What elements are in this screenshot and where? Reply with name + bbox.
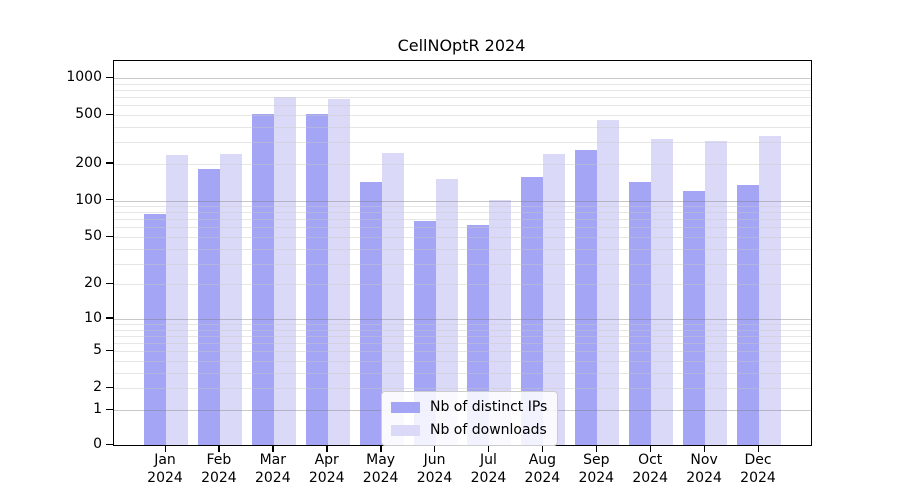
y-axis-tick (106, 76, 113, 78)
bar-distinct-ips-sep (575, 150, 598, 445)
bar-downloads-mar (273, 97, 296, 445)
bar-downloads-jan (166, 155, 188, 445)
bar-distinct-ips-feb (197, 168, 220, 445)
bar-downloads-apr (327, 99, 350, 445)
y-axis-tick (106, 113, 113, 115)
x-axis-tick (272, 445, 274, 452)
y-tick-label: 0 (93, 436, 102, 452)
y-axis-tick (106, 349, 113, 352)
x-tick-label-nov: Nov 2024 (686, 452, 722, 486)
bar-distinct-ips-aug (521, 177, 544, 445)
x-tick-label-sep: Sep 2024 (578, 452, 615, 486)
y-tick-label: 1000 (66, 69, 102, 86)
x-axis-tick (757, 445, 759, 452)
x-tick-label-aug: Aug 2024 (524, 452, 561, 486)
x-axis-tick (703, 445, 705, 452)
bar-downloads-nov (705, 140, 728, 445)
bar-downloads-may (381, 153, 404, 445)
x-tick-label-may: May 2024 (362, 452, 399, 486)
bar-downloads-dec (759, 135, 781, 445)
bar-distinct-ips-dec (737, 184, 759, 445)
legend-label-downloads: Nb of downloads (430, 422, 547, 438)
legend-swatch-distinct-ips (391, 401, 420, 413)
x-tick-label-jun: Jun 2024 (416, 452, 453, 486)
legend-item-distinct-ips: Nb of distinct IPs (391, 399, 547, 415)
x-tick-label-apr: Apr 2024 (308, 452, 345, 486)
x-axis-tick (487, 445, 490, 452)
x-axis-tick (434, 445, 436, 452)
legend: Nb of distinct IPs Nb of downloads (381, 391, 559, 446)
y-axis-tick (106, 199, 113, 201)
bar-distinct-ips-mar (251, 114, 274, 445)
y-tick-label: 2 (93, 379, 102, 396)
x-axis-tick (218, 445, 220, 452)
bar-distinct-ips-jan (144, 214, 166, 445)
x-axis-tick (326, 445, 328, 452)
bar-downloads-aug (543, 154, 566, 445)
legend-label-distinct-ips: Nb of distinct IPs (430, 399, 548, 415)
x-tick-label-jan: Jan 2024 (147, 452, 183, 486)
bar-downloads-feb (219, 154, 242, 445)
bar-distinct-ips-nov (683, 190, 706, 445)
x-tick-label-oct: Oct 2024 (632, 452, 668, 486)
y-tick-label: 10 (84, 309, 102, 326)
x-axis-tick (380, 445, 382, 452)
x-axis-tick (541, 445, 544, 452)
legend-item-downloads: Nb of downloads (391, 422, 547, 438)
x-tick-label-feb: Feb 2024 (201, 452, 237, 486)
legend-swatch-downloads (391, 424, 420, 436)
bar-distinct-ips-jun (413, 220, 436, 445)
chart-title: CellNOptR 2024 (397, 36, 526, 55)
bar-distinct-ips-jul (467, 224, 490, 445)
bar-distinct-ips-may (359, 181, 382, 445)
y-axis-tick (106, 317, 113, 319)
y-axis-tick (106, 443, 113, 445)
x-tick-label-dec: Dec 2024 (740, 452, 776, 486)
y-tick-label: 20 (84, 275, 102, 292)
y-axis-tick (106, 386, 113, 389)
bar-downloads-jul (489, 200, 512, 445)
y-tick-label: 5 (93, 342, 102, 359)
bar-distinct-ips-oct (629, 181, 652, 445)
x-axis-tick (649, 445, 652, 452)
y-axis-tick (106, 408, 113, 410)
x-tick-label-jul: Jul 2024 (470, 452, 507, 486)
x-axis-tick (164, 445, 166, 452)
plot-area: Nb of distinct IPs Nb of downloads (113, 60, 812, 446)
y-tick-label: 200 (75, 154, 102, 171)
y-tick-label: 100 (75, 191, 102, 208)
y-tick-label: 1 (93, 401, 102, 417)
bar-downloads-oct (651, 138, 674, 445)
y-tick-label: 50 (84, 228, 102, 245)
y-tick-label: 500 (75, 106, 102, 123)
bars-layer (114, 61, 811, 445)
x-axis-tick (595, 445, 598, 452)
y-axis-tick (106, 235, 113, 237)
y-axis-tick (106, 282, 113, 285)
x-tick-label-mar: Mar 2024 (254, 452, 291, 486)
bar-downloads-jun (435, 179, 458, 445)
y-axis-tick (106, 162, 113, 164)
bar-distinct-ips-apr (305, 114, 328, 445)
bar-downloads-sep (597, 120, 620, 445)
